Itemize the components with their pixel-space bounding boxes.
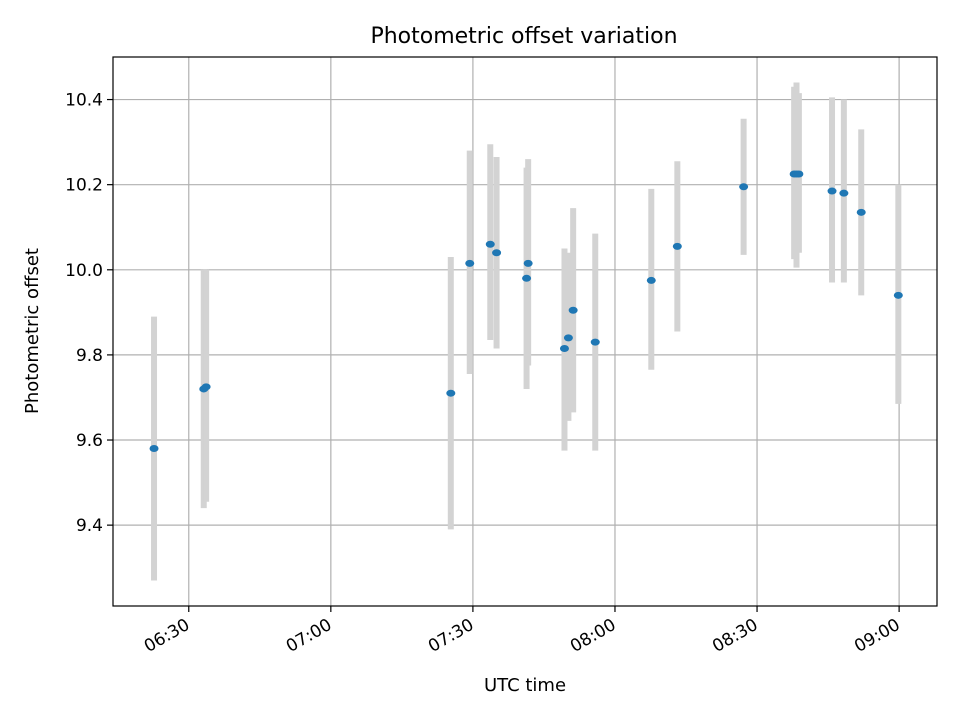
data-point	[201, 383, 211, 391]
y-axis-label: Photometric offset	[22, 248, 43, 414]
data-point	[485, 240, 495, 248]
data-point	[446, 389, 456, 397]
data-point	[149, 445, 159, 453]
y-axis-ticks: 9.4 9.6 9.8 10.0 10.2 10.4	[65, 91, 113, 536]
y-tick-label: 9.8	[76, 346, 103, 366]
data-point	[672, 242, 682, 250]
data-point	[839, 189, 849, 197]
data-point	[590, 338, 600, 346]
data-point	[739, 183, 749, 191]
y-tick-label: 10.2	[65, 176, 103, 196]
chart-title: Photometric offset variation	[370, 24, 677, 49]
error-bars	[151, 82, 902, 581]
data-point	[794, 170, 804, 178]
y-tick-label: 9.6	[76, 431, 103, 451]
x-tick-label: 09:00	[851, 615, 903, 657]
x-tick-label: 07:00	[283, 615, 335, 657]
x-tick-label: 06:30	[141, 615, 193, 657]
data-point	[646, 276, 656, 284]
y-tick-label: 10.0	[65, 261, 103, 281]
data-point	[856, 208, 866, 216]
data-point	[492, 249, 502, 257]
data-point	[568, 306, 578, 314]
x-tick-label: 08:00	[567, 615, 619, 657]
plot-frame	[112, 56, 938, 607]
y-tick-label: 9.4	[76, 516, 103, 536]
x-axis-ticks: 06:30 07:00 07:30 08:00 08:30 09:00	[141, 606, 904, 657]
data-point	[465, 259, 475, 267]
x-axis-label: UTC time	[484, 675, 566, 696]
data-point	[827, 187, 837, 195]
data-point	[559, 345, 569, 353]
data-point	[893, 291, 903, 299]
data-point	[522, 274, 532, 282]
data-point	[563, 334, 573, 342]
y-tick-label: 10.4	[65, 91, 103, 111]
data-markers	[149, 170, 903, 453]
x-tick-label: 08:30	[709, 615, 761, 657]
data-point	[523, 259, 533, 267]
x-tick-label: 07:30	[425, 615, 477, 657]
